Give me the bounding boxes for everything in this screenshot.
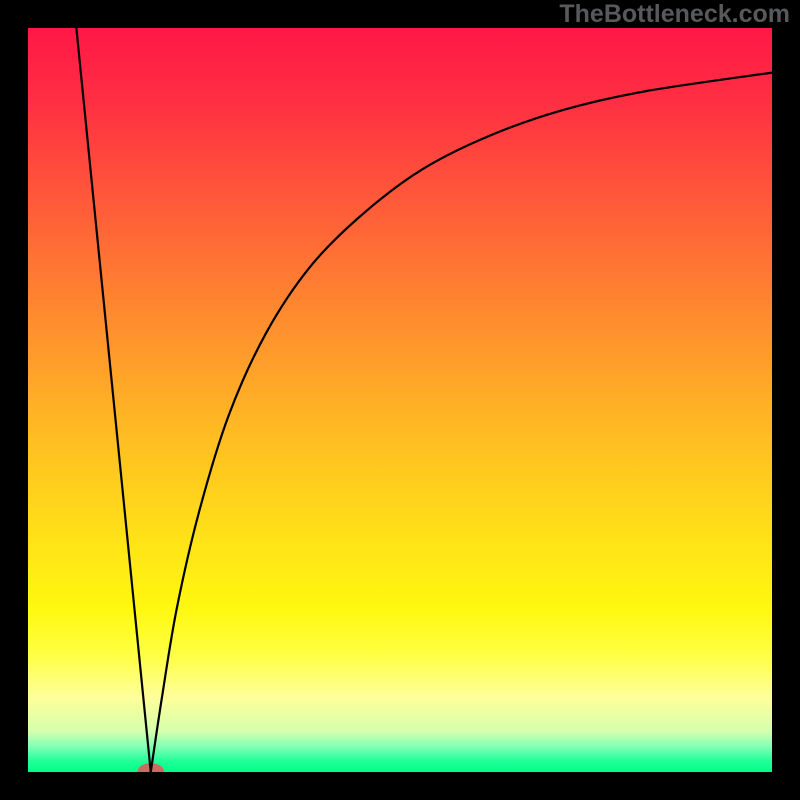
watermark-text: TheBottleneck.com <box>559 0 790 29</box>
plot-area <box>28 28 772 772</box>
bottleneck-chart <box>28 28 772 772</box>
